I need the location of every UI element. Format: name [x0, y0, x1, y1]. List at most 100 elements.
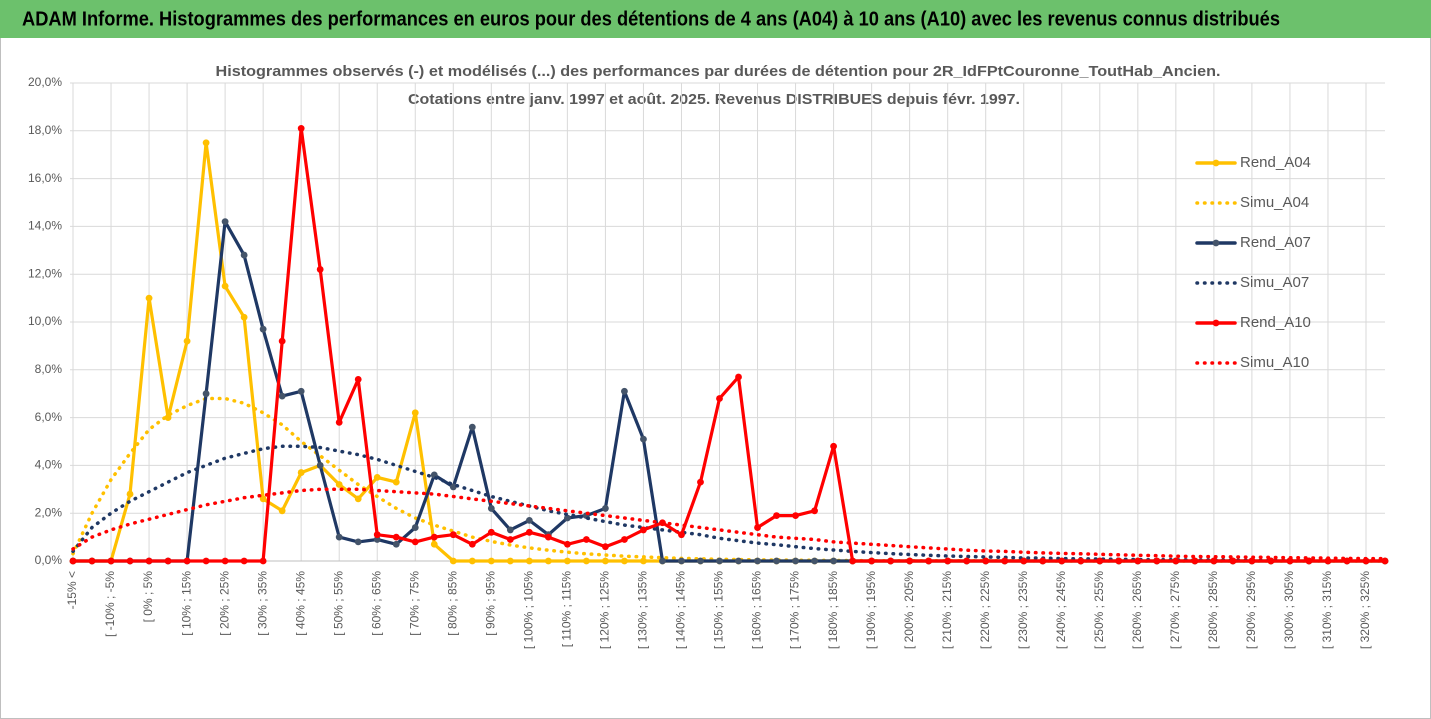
point-marker [164, 557, 172, 565]
point-marker [373, 536, 381, 543]
x-tick-label: [ 30% ; 35% [255, 571, 269, 636]
point-marker [221, 557, 229, 565]
point-marker [1153, 557, 1161, 565]
point-marker [392, 540, 400, 548]
point-marker [925, 557, 933, 565]
x-tick-label: [ 80% ; 85% [445, 571, 459, 636]
point-marker [259, 495, 267, 503]
y-tick-label: 20,0% [28, 75, 62, 89]
point-marker [697, 557, 704, 565]
point-marker [1001, 557, 1009, 565]
point-marker [1210, 557, 1218, 565]
point-marker [297, 125, 305, 132]
point-marker [240, 251, 248, 259]
point-marker [506, 536, 514, 543]
x-tick-label: [ 20% ; 25% [217, 571, 231, 636]
point-marker [602, 557, 609, 565]
legend-marker [1212, 319, 1220, 327]
point-marker [792, 512, 799, 519]
legend-label: Rend_A10 [1240, 314, 1311, 331]
y-tick-label: 16,0% [28, 171, 62, 185]
x-tick-label: [ 200% ; 205% [902, 571, 916, 649]
y-tick-label: 12,0% [28, 266, 62, 280]
point-marker [107, 557, 115, 565]
point-marker [411, 409, 419, 417]
point-marker [773, 557, 780, 565]
point-marker [678, 531, 685, 539]
observed-line [71, 126, 1387, 563]
chart-title: ADAM Informe. Histogrammes des performan… [22, 8, 1280, 30]
point-marker [1191, 557, 1199, 565]
chart-subtitle: Histogrammes observés (-) et modélisés (… [216, 63, 1221, 80]
point-marker [525, 528, 533, 536]
model-line [71, 396, 1387, 563]
point-marker [202, 139, 210, 147]
point-marker [468, 540, 476, 548]
point-marker [602, 543, 609, 551]
point-marker [982, 557, 990, 565]
point-marker [354, 495, 362, 503]
legend-marker [1212, 159, 1220, 167]
point-marker [354, 375, 362, 383]
x-tick-label: [ 150% ; 155% [712, 571, 726, 649]
point-marker [202, 390, 210, 398]
point-marker [582, 557, 590, 565]
point-marker [468, 557, 476, 565]
point-marker [487, 528, 495, 536]
x-tick-label: [ 260% ; 265% [1130, 571, 1144, 649]
point-marker [563, 540, 571, 548]
point-marker [1058, 557, 1066, 565]
point-marker [830, 557, 837, 565]
point-marker [1305, 557, 1313, 565]
point-marker [449, 557, 457, 565]
point-marker [278, 507, 286, 515]
point-marker [164, 414, 172, 421]
point-marker [202, 557, 210, 565]
point-marker [183, 337, 191, 345]
point-marker [221, 218, 229, 226]
point-marker [1267, 557, 1275, 565]
x-tick-label: [ 300% ; 305% [1282, 571, 1296, 649]
y-tick-label: 10,0% [28, 314, 62, 328]
point-marker [735, 557, 742, 565]
chart-subtitle: Cotations entre janv. 1997 et août. 2025… [408, 91, 1020, 108]
point-marker [640, 557, 647, 565]
point-marker [278, 337, 286, 345]
x-tick-label: [ 290% ; 295% [1244, 571, 1258, 649]
point-marker [297, 469, 305, 476]
y-tick-label: 8,0% [35, 362, 63, 376]
point-marker [335, 533, 343, 541]
x-tick-label: [ 250% ; 255% [1092, 571, 1106, 649]
x-tick-label: [ 40% ; 45% [293, 571, 307, 636]
point-marker [373, 473, 381, 481]
point-marker [145, 294, 153, 302]
point-marker [640, 526, 647, 534]
point-marker [1039, 557, 1047, 565]
point-marker [582, 536, 590, 543]
point-marker [1115, 557, 1123, 565]
model-line [71, 444, 1387, 563]
point-marker [487, 505, 495, 512]
point-marker [525, 516, 533, 524]
point-marker [1096, 557, 1104, 565]
point-marker [278, 392, 286, 400]
x-tick-label: [ 190% ; 195% [864, 571, 878, 649]
x-tick-label: [ 70% ; 75% [407, 571, 421, 636]
point-marker [544, 533, 552, 541]
x-tick-label: [ 170% ; 175% [788, 571, 802, 649]
point-marker [792, 557, 799, 565]
point-marker [621, 557, 628, 565]
y-tick-label: 6,0% [35, 410, 63, 424]
x-tick-label: [ 10% ; 15% [179, 571, 193, 636]
point-marker [887, 557, 895, 565]
point-marker [126, 557, 134, 565]
point-marker [449, 531, 457, 539]
point-marker [621, 536, 628, 543]
point-marker [411, 524, 419, 531]
point-marker [563, 514, 571, 522]
point-marker [754, 557, 761, 565]
x-tick-label: [ 210% ; 215% [940, 571, 954, 649]
legend-label: Simu_A10 [1240, 354, 1309, 371]
point-marker [335, 418, 343, 426]
point-marker [145, 557, 153, 565]
